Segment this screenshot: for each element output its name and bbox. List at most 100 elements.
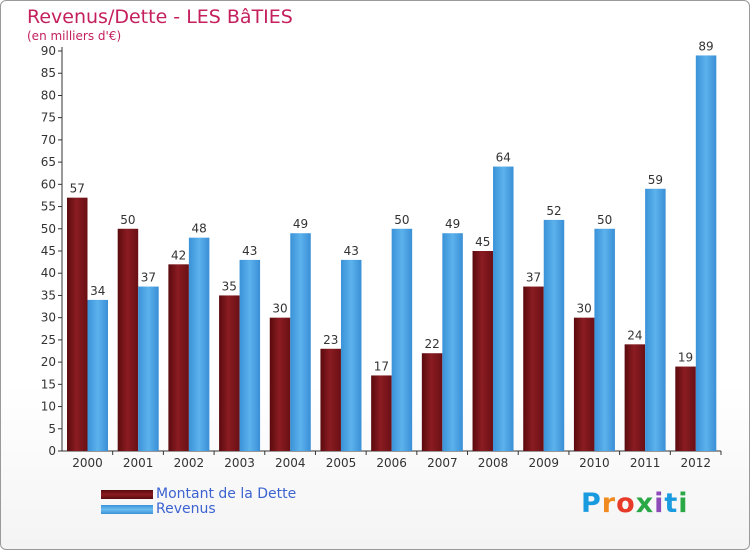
data-label: 30 xyxy=(272,302,287,316)
y-tick-label: 70 xyxy=(41,133,56,147)
data-label: 35 xyxy=(222,279,237,293)
bar-revenus xyxy=(594,228,615,451)
bar-revenus xyxy=(290,233,311,451)
legend-label-debt: Montant de la Dette xyxy=(156,486,297,502)
data-label: 59 xyxy=(648,173,663,187)
y-tick-label: 55 xyxy=(41,200,56,214)
data-label: 24 xyxy=(627,328,642,342)
logo-letter: t xyxy=(664,488,679,519)
bar-dette xyxy=(320,348,341,451)
data-labels: 57 50 42 35 30 23 17 22 45 37 30 24 19 34 37 48 43 49 43 50… xyxy=(70,39,714,373)
legend-swatch-revenus xyxy=(101,504,153,514)
data-label: 45 xyxy=(475,235,490,249)
data-label: 49 xyxy=(445,217,460,231)
bar-revenus xyxy=(442,233,463,451)
x-tick-label: 2004 xyxy=(275,456,306,470)
x-tick-label: 2000 xyxy=(72,456,103,470)
bar-dette xyxy=(269,317,291,451)
data-label: 37 xyxy=(141,271,156,285)
data-label: 50 xyxy=(120,213,135,227)
bar-revenus xyxy=(188,237,210,451)
data-label: 52 xyxy=(546,204,561,218)
y-tick-label: 60 xyxy=(41,177,56,191)
logo-letter: o xyxy=(616,488,636,519)
x-tick-label: 2008 xyxy=(478,456,509,470)
bar-dette xyxy=(675,366,696,451)
y-tick-label: 80 xyxy=(41,88,56,102)
x-tick-label: 2011 xyxy=(630,456,661,470)
bar-dette xyxy=(472,251,494,451)
y-tick-label: 50 xyxy=(41,222,56,236)
proxiti-logo: Proxiti xyxy=(581,488,689,519)
bar-revenus xyxy=(239,259,261,451)
y-tick-label: 30 xyxy=(41,311,56,325)
y-tick-label: 75 xyxy=(41,111,56,125)
x-tick-label: 2006 xyxy=(376,456,407,470)
x-tick-label: 2005 xyxy=(326,456,357,470)
data-label: 30 xyxy=(577,302,592,316)
bar-revenus xyxy=(645,188,666,451)
logo-letter: i xyxy=(678,488,689,519)
legend-swatch-debt xyxy=(101,489,153,499)
legend-label-revenus: Revenus xyxy=(156,501,216,517)
y-tick-label: 40 xyxy=(41,266,56,280)
bar-dette xyxy=(219,295,240,451)
data-label: 49 xyxy=(293,217,308,231)
x-tick-label: 2001 xyxy=(123,456,154,470)
data-label: 89 xyxy=(698,39,713,53)
y-tick-label: 0 xyxy=(48,444,56,458)
bar-dette xyxy=(168,264,189,451)
bar-revenus xyxy=(138,286,159,451)
bar-dette xyxy=(573,317,595,451)
bar-dette xyxy=(624,344,646,451)
chart-subtitle: (en milliers d'€) xyxy=(27,29,122,43)
x-tick-label: 2003 xyxy=(224,456,255,470)
y-tick-label: 65 xyxy=(41,155,56,169)
x-tick-label: 2012 xyxy=(681,456,712,470)
logo-letter: P xyxy=(581,488,602,519)
bar-revenus xyxy=(340,259,362,451)
bar-dette xyxy=(117,228,139,451)
x-tick-label: 2002 xyxy=(174,456,205,470)
bar-revenus xyxy=(493,166,514,452)
data-label: 48 xyxy=(191,222,206,236)
legend-item-revenus: Revenus xyxy=(101,501,216,517)
logo-letter: x xyxy=(635,488,655,519)
bar-revenus xyxy=(391,228,413,451)
data-label: 42 xyxy=(171,248,186,262)
data-label: 17 xyxy=(374,359,389,373)
bars xyxy=(67,55,717,452)
legend-item-debt: Montant de la Dette xyxy=(101,486,297,502)
bar-dette xyxy=(371,375,392,451)
data-label: 34 xyxy=(90,284,105,298)
bar-dette xyxy=(523,286,544,451)
y-tick-label: 15 xyxy=(41,377,56,391)
bar-revenus xyxy=(543,219,565,451)
data-label: 23 xyxy=(323,333,338,347)
y-tick-label: 85 xyxy=(41,66,56,80)
y-tick-label: 20 xyxy=(41,355,56,369)
y-tick-label: 10 xyxy=(41,400,56,414)
x-tick-label: 2010 xyxy=(579,456,610,470)
bar-dette xyxy=(67,197,88,451)
y-tick-label: 90 xyxy=(41,44,56,58)
y-tick-label: 35 xyxy=(41,288,56,302)
y-tick-label: 5 xyxy=(48,422,56,436)
bar-dette xyxy=(421,353,443,451)
logo-letter: r xyxy=(601,488,617,519)
data-label: 43 xyxy=(344,244,359,258)
x-tick-label: 2009 xyxy=(528,456,559,470)
data-label: 19 xyxy=(678,351,693,365)
data-label: 37 xyxy=(526,271,541,285)
data-label: 50 xyxy=(394,213,409,227)
chart-title: Revenus/Dette - LES BâTIES xyxy=(27,6,293,28)
logo-letter: i xyxy=(654,488,665,519)
data-label: 64 xyxy=(496,151,511,165)
data-label: 43 xyxy=(242,244,257,258)
bar-revenus xyxy=(695,55,717,451)
y-tick-label: 25 xyxy=(41,333,56,347)
data-label: 57 xyxy=(70,182,85,196)
y-tick-label: 45 xyxy=(41,244,56,258)
x-tick-label: 2007 xyxy=(427,456,458,470)
